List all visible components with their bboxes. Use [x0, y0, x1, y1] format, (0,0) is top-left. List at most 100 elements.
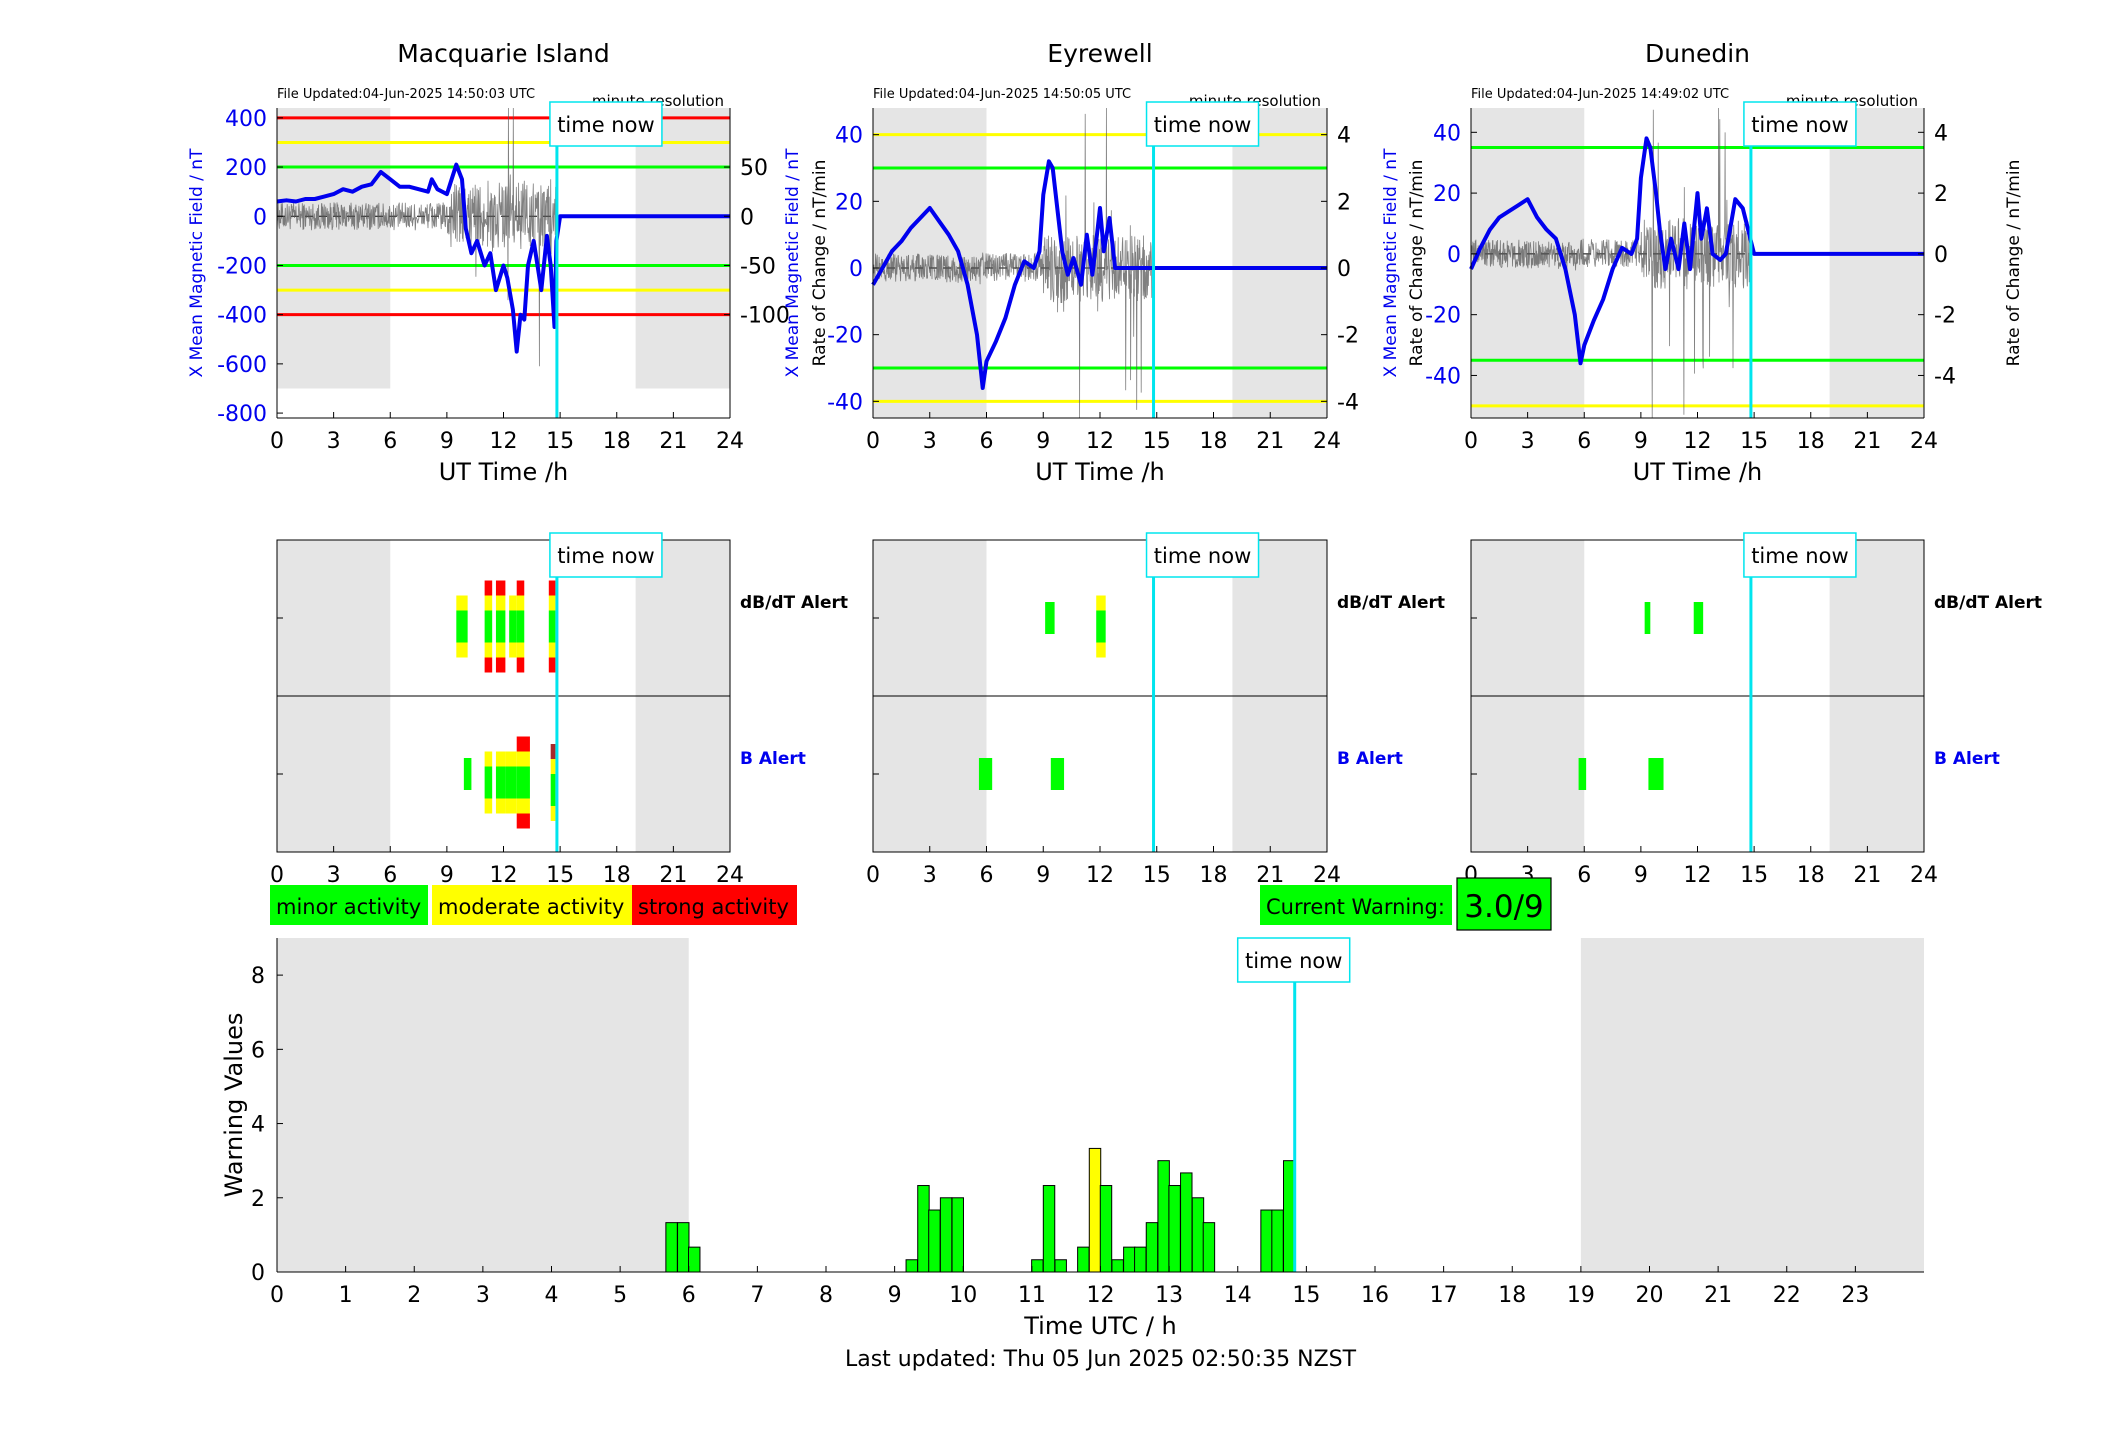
- alert2-x-tick-label: 15: [1740, 863, 1768, 888]
- alert0-alert-block: [509, 642, 517, 658]
- warning-chart-bar: [905, 1259, 919, 1273]
- alert2-time-now-label-box: [1743, 532, 1857, 578]
- alert0-alert-block: [484, 595, 493, 611]
- chart2-x-tick-label: 15: [1740, 429, 1768, 454]
- alert1-x-tick-label: 24: [1313, 863, 1341, 888]
- chart0-night-band: [635, 108, 730, 389]
- warning-chart-x-tick-label: 12: [1087, 1283, 1115, 1308]
- alert2-alert-block: [1648, 758, 1664, 790]
- warning-chart-x-tick-label: 14: [1224, 1283, 1252, 1308]
- chart0-y2-tick-label: 0: [740, 205, 754, 230]
- chart1-x-tick-label: 21: [1256, 429, 1284, 454]
- alert0-alert-block: [548, 642, 556, 658]
- warning-chart-bar: [665, 1222, 678, 1273]
- warning-chart-bar: [939, 1197, 953, 1273]
- chart1-title: Eyrewell: [1047, 39, 1152, 68]
- chart2-x-tick-label: 21: [1853, 429, 1881, 454]
- chart2-y-tick-label: -40: [1425, 364, 1461, 389]
- warning-chart-x-tick-label: 6: [682, 1283, 696, 1308]
- chart2-y2-tick-label: -2: [1934, 304, 1956, 329]
- warning-chart-bar: [1145, 1222, 1159, 1273]
- warning-chart-x-tick-label: 5: [613, 1283, 627, 1308]
- chart2-y2-tick-label: 4: [1934, 121, 1948, 146]
- alert1-alert-block: [1096, 595, 1106, 611]
- warning-chart-bar: [951, 1197, 964, 1273]
- chart2-x-tick-label: 24: [1910, 429, 1938, 454]
- alert1-x-tick-label: 21: [1256, 863, 1284, 888]
- alert0-alert-block: [456, 610, 468, 643]
- warning-chart-bar: [1054, 1259, 1067, 1273]
- warning-chart-x-tick-label: 3: [476, 1283, 490, 1308]
- chart2-x-tick-label: 18: [1797, 429, 1825, 454]
- chart0-y2-tick-label: -50: [740, 254, 776, 279]
- alert0-x-tick-label: 12: [490, 863, 518, 888]
- chart1-y2-tick-label: 2: [1337, 190, 1351, 215]
- chart0-rate-series: [276, 107, 557, 367]
- alert0-alert-block: [509, 595, 517, 611]
- warning-chart-bar: [677, 1222, 690, 1273]
- chart1-x-tick-label: 18: [1200, 429, 1228, 454]
- alert1-alert-block: [1045, 602, 1055, 634]
- current-warning-label-box: [1260, 885, 1452, 925]
- chart2-title: Dunedin: [1645, 39, 1750, 68]
- alert0-alert-block: [505, 798, 517, 814]
- alert0-alert-block: [495, 766, 506, 799]
- warning-chart-time-now-label-box: [1236, 937, 1351, 983]
- chart2-y-label: X Mean Magnetic Field / nT: [1381, 148, 1401, 378]
- chart2-x-tick-label: 9: [1634, 429, 1648, 454]
- alert0-alert-block: [548, 610, 556, 643]
- warning-chart-y-label: Warning Values: [220, 1013, 248, 1198]
- chart1-x-tick-label: 0: [866, 429, 880, 454]
- warning-chart-bar: [1134, 1246, 1147, 1273]
- warning-chart-y-tick-label: 2: [251, 1187, 265, 1212]
- warning-chart-bar: [1031, 1259, 1044, 1273]
- alert1-alert-block: [1096, 642, 1106, 658]
- warning-chart-x-tick-label: 22: [1773, 1283, 1801, 1308]
- alert0-x-tick-label: 9: [440, 863, 454, 888]
- chart0-x-tick-label: 15: [546, 429, 574, 454]
- alert1-alert-block: [1096, 610, 1106, 643]
- warning-chart-y-tick-label: 4: [251, 1113, 265, 1138]
- chart1-y-tick-label: 20: [835, 190, 863, 215]
- chart2-rate-series: [1470, 107, 1751, 419]
- warning-chart-x-tick-label: 7: [750, 1283, 764, 1308]
- chart1-x-tick-label: 6: [980, 429, 994, 454]
- chart2-x-tick-label: 6: [1577, 429, 1591, 454]
- alert0-x-tick-label: 3: [327, 863, 341, 888]
- alert1-row-label-b: B Alert: [1337, 749, 1403, 769]
- alert1-alert-block: [978, 758, 993, 790]
- chart2-x-tick-label: 3: [1521, 429, 1535, 454]
- chart1-y-label: X Mean Magnetic Field / nT: [783, 148, 803, 378]
- chart1-time-now-label: time now: [1154, 113, 1251, 137]
- alert0-alert-block: [516, 657, 525, 673]
- warning-chart-x-tick-label: 15: [1292, 1283, 1320, 1308]
- chart0-x-tick-label: 18: [603, 429, 631, 454]
- warning-chart-x-tick-label: 8: [819, 1283, 833, 1308]
- alert0-row-label-b: B Alert: [740, 749, 806, 769]
- warning-chart-bar: [1123, 1246, 1136, 1273]
- legend-minor-swatch: [270, 885, 428, 925]
- alert0-alert-block: [516, 580, 525, 596]
- warning-chart-bar: [1191, 1197, 1205, 1273]
- alert0-alert-block: [495, 610, 506, 643]
- chart1-night-band: [1232, 108, 1327, 418]
- warning-chart-x-tick-label: 19: [1567, 1283, 1595, 1308]
- alert0-alert-block: [548, 657, 556, 673]
- alert0-alert-block: [463, 758, 472, 790]
- alert1-x-tick-label: 0: [866, 863, 880, 888]
- warning-chart-time-now-label: time now: [1245, 949, 1342, 973]
- alert0-alert-block: [550, 774, 556, 806]
- chart0-y-tick-label: -200: [217, 254, 267, 279]
- alert0-alert-block: [495, 642, 506, 658]
- chart0-x-label: UT Time /h: [439, 458, 569, 486]
- alert2-row-label-b: B Alert: [1934, 749, 2000, 769]
- chart0-y2-tick-label: -100: [740, 304, 790, 329]
- chart2-x-label: UT Time /h: [1633, 458, 1763, 486]
- chart2-x-tick-label: 0: [1464, 429, 1478, 454]
- alert1-alert-block: [1050, 758, 1065, 790]
- chart2-file-updated: File Updated:04-Jun-2025 14:49:02 UTC: [1471, 87, 1729, 102]
- chart0-y-tick-label: -600: [217, 353, 267, 378]
- alert2-alert-block: [1578, 758, 1587, 790]
- alert1-time-now-label: time now: [1154, 544, 1251, 568]
- chart0-y-tick-label: 0: [253, 205, 267, 230]
